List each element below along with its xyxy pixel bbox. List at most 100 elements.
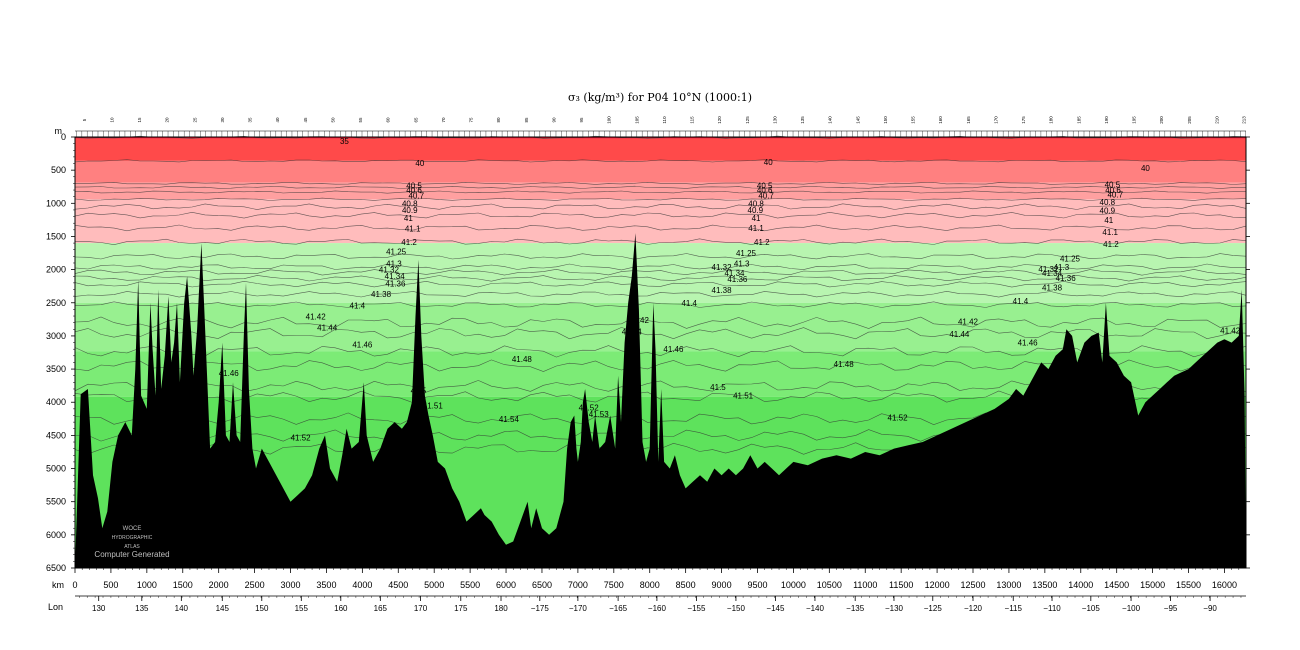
contour-label: 41.34	[385, 272, 406, 281]
station-label: 25	[192, 117, 197, 123]
contour-label: 41.4	[350, 301, 366, 310]
contour-label: 41.48	[512, 355, 533, 364]
lon-tick-label: −140	[806, 604, 825, 613]
depth-tick-label: 500	[51, 165, 66, 175]
density-band	[75, 138, 1246, 161]
contour-label: 41.46	[1018, 339, 1039, 348]
lon-tick-label: 165	[374, 604, 388, 613]
station-label: 75	[469, 117, 474, 123]
station-label: 145	[855, 116, 860, 124]
x-unit-label: km	[52, 580, 64, 590]
watermark-line2: HYDROGRAPHIC	[112, 535, 153, 541]
contour-label: 41.4	[1013, 297, 1029, 306]
depth-tick-label: 5000	[46, 464, 66, 474]
km-tick-label: 4500	[388, 580, 408, 590]
lon-tick-label: −175	[531, 604, 550, 613]
station-label: 110	[662, 116, 667, 124]
km-tick-label: 3500	[316, 580, 336, 590]
station-label: 115	[690, 116, 695, 124]
seafloor-topography	[75, 233, 1246, 568]
station-label: 210	[1214, 116, 1219, 124]
contour-label: 41.38	[712, 286, 733, 295]
depth-tick-label: 6500	[46, 563, 66, 573]
watermark-computer-generated: Computer Generated	[94, 550, 169, 559]
km-tick-label: 14000	[1068, 580, 1093, 590]
km-tick-label: 11500	[889, 580, 913, 590]
contour-label: 41.25	[1060, 254, 1081, 263]
contour-40.9	[74, 203, 1247, 210]
km-tick-label: 8000	[640, 580, 660, 590]
station-label: 150	[883, 116, 888, 124]
contour-label: 41	[404, 214, 413, 223]
contour-label: 41.4	[681, 299, 697, 308]
station-label: 190	[1104, 116, 1109, 124]
km-tick-label: 5500	[460, 580, 480, 590]
contour-label: 41	[752, 214, 761, 223]
km-tick-label: 6500	[532, 580, 552, 590]
depth-tick-label: 6000	[46, 530, 66, 540]
lon-tick-label: 155	[295, 604, 309, 613]
lon-tick-label: 135	[135, 604, 149, 613]
station-label: 180	[1049, 116, 1054, 124]
km-tick-label: 0	[72, 580, 77, 590]
station-label: 200	[1159, 116, 1164, 124]
contour-41.3	[74, 263, 1247, 271]
station-label: 140	[828, 116, 833, 124]
contour-label: 41.38	[371, 290, 392, 299]
watermark-line3: ATLAS	[124, 544, 140, 550]
contour-label: 41.1	[748, 224, 764, 233]
contour-label: 41.5	[411, 386, 427, 395]
lon-tick-label: −100	[1122, 604, 1141, 613]
km-tick-label: 2000	[209, 580, 229, 590]
station-label: 10	[109, 117, 114, 123]
contour-41.36	[74, 280, 1247, 288]
station-label: 20	[165, 117, 170, 123]
km-tick-label: 13500	[1032, 580, 1057, 590]
station-label: 5	[82, 118, 87, 121]
km-tick-label: 1500	[173, 580, 193, 590]
contour-label: 40.5	[757, 181, 773, 190]
density-band	[75, 243, 1246, 303]
km-tick-label: 13000	[996, 580, 1021, 590]
km-tick-label: 7000	[568, 580, 588, 590]
station-label: 120	[717, 116, 722, 124]
contour-label: 41.3	[734, 260, 750, 269]
contour-label: 41.3	[1054, 263, 1070, 272]
station-label: 165	[966, 116, 971, 124]
contour-41.44	[74, 327, 1247, 340]
km-tick-label: 9500	[747, 580, 767, 590]
lon-tick-label: −110	[1043, 604, 1061, 613]
lon-tick-label: −130	[885, 604, 904, 613]
contour-label: 41.36	[727, 275, 748, 284]
station-label: 80	[496, 117, 501, 123]
contour-label: 41.2	[1103, 240, 1119, 249]
station-label: 15	[137, 117, 142, 123]
contour-label: 40.5	[406, 181, 422, 190]
station-label: 170	[993, 116, 998, 124]
contour-label: 41.36	[385, 280, 406, 289]
km-tick-label: 10000	[781, 580, 806, 590]
woce-watermark: WOCE HYDROGRAPHIC ATLAS Computer Generat…	[94, 526, 169, 559]
contour-label: 41.42	[306, 313, 327, 322]
station-label: 70	[441, 117, 446, 123]
km-tick-label: 7500	[604, 580, 624, 590]
depth-tick-label: 1500	[46, 231, 66, 241]
station-label: 100	[607, 116, 612, 124]
km-tick-label: 1000	[137, 580, 157, 590]
station-label: 30	[220, 117, 225, 123]
km-tick-label: 10500	[817, 580, 842, 590]
contour-label: 41.44	[949, 330, 970, 339]
contour-41.25	[74, 253, 1247, 260]
contour-label: 41.54	[499, 415, 520, 424]
depth-tick-label: 3500	[46, 364, 66, 374]
contour-label: 40	[764, 158, 773, 167]
contour-label: 40.7	[408, 191, 424, 200]
contour-label: 40.8	[1100, 198, 1116, 207]
contour-label: 41.1	[1102, 228, 1118, 237]
contour-label: 41.53	[589, 410, 610, 419]
km-tick-label: 15500	[1176, 580, 1201, 590]
lon-tick-label: 140	[175, 604, 189, 613]
contour-label: 40.8	[748, 199, 764, 208]
contour-label: 41.2	[401, 238, 417, 247]
